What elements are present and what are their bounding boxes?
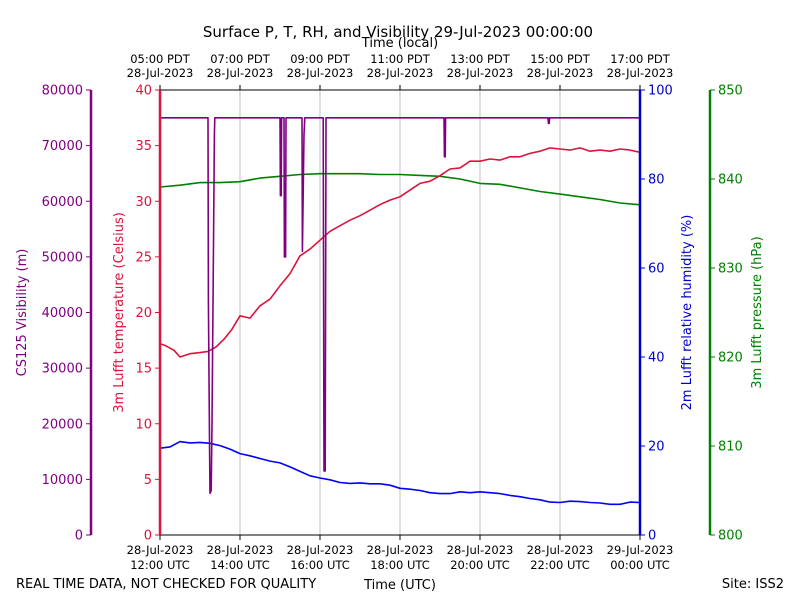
axis-tick-label-temperature: 40 — [135, 84, 152, 99]
axis-tick-label-visibility: 50000 — [42, 250, 83, 265]
axis-pressure: 800 810 820 830 840 850 3m Lufft pressure (hPa… — [708, 84, 765, 544]
top-tick-label-time: 11:00 PDT — [370, 52, 431, 66]
axis-visibility: 0 10000 20000 30000 40000 50000 60000 70000 8000… — [15, 84, 93, 544]
top-tick-label-date: 28-Jul-2023 — [207, 66, 274, 80]
axis-tick-label-pressure: 850 — [718, 84, 743, 99]
x-tick-label-date: 29-Jul-2023 — [607, 543, 674, 557]
axis-tick-label-pressure: 820 — [718, 351, 743, 366]
axis-tick-label-visibility: 40000 — [42, 306, 83, 321]
series-line-temperature — [159, 147, 641, 358]
axis-tick-label-temperature: 15 — [135, 362, 152, 377]
top-axis-label: Time (local) — [361, 36, 438, 51]
x-tick-label-date: 28-Jul-2023 — [447, 543, 514, 557]
axis-tick-label-humidity: 20 — [648, 440, 665, 455]
footer-quality-note: REAL TIME DATA, NOT CHECKED FOR QUALITY — [16, 577, 316, 592]
axis-tick-label-temperature: 10 — [135, 417, 152, 432]
top-tick-label-time: 13:00 PDT — [450, 52, 511, 66]
axis-tick-label-visibility: 80000 — [42, 84, 83, 99]
x-tick-label-time: 16:00 UTC — [290, 558, 350, 572]
series-line-pressure — [159, 172, 641, 206]
grid-lines — [239, 90, 561, 535]
axis-tick-label-pressure: 840 — [718, 173, 743, 188]
axis-tick-label-visibility: 20000 — [42, 417, 83, 432]
axis-tick-label-humidity: 0 — [648, 529, 656, 544]
axis-temperature: 0 5 10 15 20 25 30 35 40 3m Lufft temperature (Ce… — [112, 84, 162, 544]
top-tick-label-time: 17:00 PDT — [610, 52, 671, 66]
x-tick-label-time: 12:00 UTC — [130, 558, 190, 572]
x-tick-label-time: 14:00 UTC — [210, 558, 270, 572]
axis-title-visibility: CS125 Visibility (m) — [15, 249, 30, 377]
top-tick-label-time: 07:00 PDT — [210, 52, 271, 66]
x-tick-label-date: 28-Jul-2023 — [127, 543, 194, 557]
axis-tick-label-temperature: 20 — [135, 306, 152, 321]
axis-tick-label-humidity: 100 — [648, 84, 673, 99]
x-tick-label-date: 28-Jul-2023 — [367, 543, 434, 557]
axis-tick-label-temperature: 25 — [135, 250, 152, 265]
top-tick-label-date: 28-Jul-2023 — [607, 66, 674, 80]
footer-site-label: Site: ISS2 — [722, 577, 784, 592]
top-tick-label-date: 28-Jul-2023 — [287, 66, 354, 80]
x-tick-label-date: 28-Jul-2023 — [207, 543, 274, 557]
top-tick-label-date: 28-Jul-2023 — [447, 66, 514, 80]
axis-humidity: 0 20 40 60 80 100 2m Lufft relative humidity (… — [638, 84, 695, 544]
x-tick-label-time: 22:00 UTC — [530, 558, 590, 572]
axis-tick-label-pressure: 810 — [718, 440, 743, 455]
top-tick-label-date: 28-Jul-2023 — [367, 66, 434, 80]
x-tick-label-time: 20:00 UTC — [450, 558, 510, 572]
series-layer — [159, 117, 641, 506]
axis-tick-label-visibility: 30000 — [42, 362, 83, 377]
axis-tick-label-visibility: 70000 — [42, 139, 83, 154]
top-tick-label-time: 15:00 PDT — [530, 52, 591, 66]
axis-tick-label-humidity: 40 — [648, 351, 665, 366]
axis-tick-label-temperature: 30 — [135, 195, 152, 210]
x-tick-label-time: 00:00 UTC — [610, 558, 670, 572]
axis-title-humidity: 2m Lufft relative humidity (%) — [680, 215, 695, 411]
axis-tick-label-temperature: 5 — [144, 473, 152, 488]
axes-layer: 0100002000030000400005000060000700008000… — [15, 84, 765, 544]
x-tick-label-date: 28-Jul-2023 — [527, 543, 594, 557]
top-tick-label-date: 28-Jul-2023 — [127, 66, 194, 80]
top-tick-label-date: 28-Jul-2023 — [527, 66, 594, 80]
axis-tick-label-temperature: 35 — [135, 139, 152, 154]
axis-tick-label-pressure: 800 — [718, 529, 743, 544]
axis-title-pressure: 3m Lufft pressure (hPa) — [750, 236, 765, 388]
axis-title-temperature: 3m Lufft temperature (Celsius) — [112, 212, 127, 413]
series-line-humidity — [159, 440, 641, 506]
x-tick-label-time: 18:00 UTC — [370, 558, 430, 572]
axis-tick-label-visibility: 60000 — [42, 195, 83, 210]
axis-tick-label-temperature: 0 — [144, 529, 152, 544]
x-axis-label: Time (UTC) — [363, 578, 436, 593]
axis-tick-label-visibility: 10000 — [42, 473, 83, 488]
chart-title: Surface P, T, RH, and Visibility 29-Jul-… — [203, 23, 593, 41]
axis-tick-label-humidity: 60 — [648, 262, 665, 277]
axis-tick-label-visibility: 0 — [75, 529, 83, 544]
axis-tick-label-pressure: 830 — [718, 262, 743, 277]
top-tick-label-time: 09:00 PDT — [290, 52, 351, 66]
top-tick-label-time: 05:00 PDT — [130, 52, 191, 66]
axis-tick-label-humidity: 80 — [648, 173, 665, 188]
series-line-visibility — [160, 117, 640, 495]
x-tick-label-date: 28-Jul-2023 — [287, 543, 354, 557]
